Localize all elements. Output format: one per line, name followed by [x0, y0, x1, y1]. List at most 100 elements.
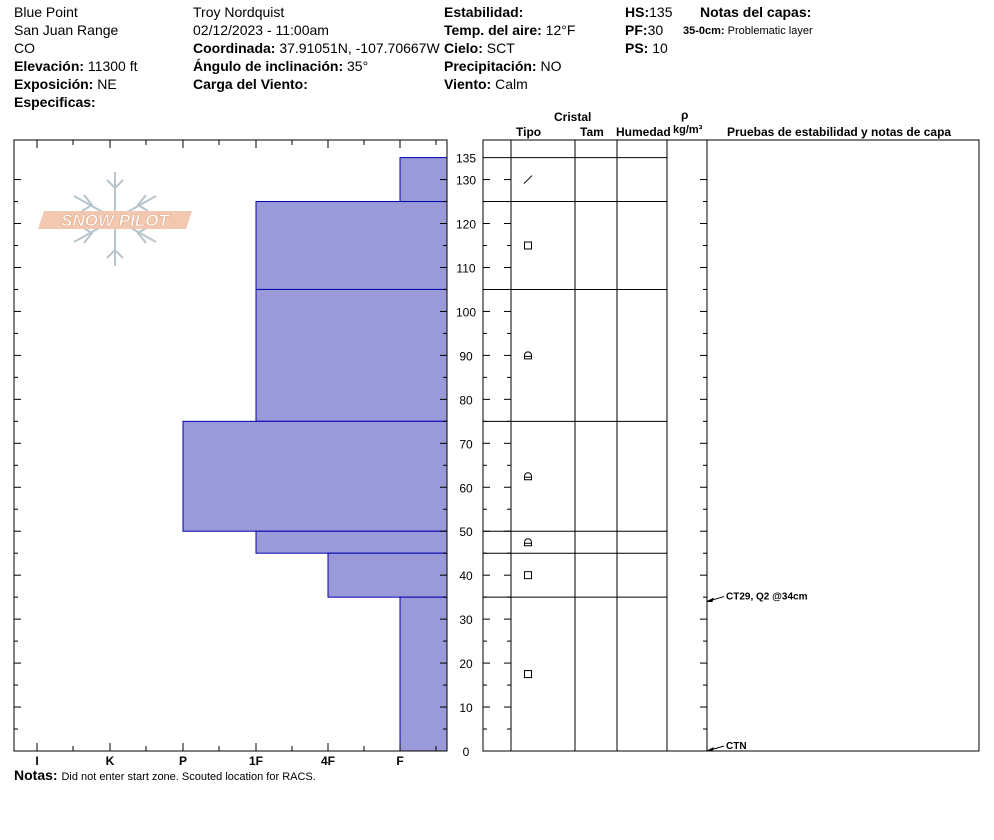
elevation-value: 11300 ft: [87, 58, 138, 74]
precip-row: Precipitación: NO: [444, 57, 561, 75]
exposure-value: NE: [97, 76, 117, 92]
coordinate-label: Coordinada:: [193, 40, 276, 56]
depth-label-13: 130: [456, 174, 476, 188]
layer-note-row: 35-0cm: Problematic layer: [683, 24, 813, 38]
hardness-plot-frame: [13, 139, 448, 752]
slope-value: 35°: [347, 58, 369, 74]
air-temp-row: Temp. del aire: 12°F: [444, 21, 575, 39]
crystal-decomposing-symbol-0: [523, 175, 533, 184]
crystal-rounding-faceted-symbol-3: [524, 472, 532, 481]
crystal-rounding-faceted-symbol-2: [524, 351, 532, 360]
layer-note-text: Problematic layer: [727, 25, 813, 37]
wind-row: Viento: Calm: [444, 75, 528, 93]
sky-label: Cielo:: [444, 40, 483, 56]
hardness-label-1: K: [106, 754, 115, 768]
hardness-label-4: 4F: [321, 754, 335, 768]
depth-label-5: 50: [459, 525, 473, 539]
tests-header: Pruebas de estabilidad y notas de capa: [727, 125, 952, 139]
notes-row: Notas: Did not enter start zone. Scouted…: [14, 766, 316, 784]
depth-label-6: 60: [459, 481, 473, 495]
notes-label: Notas:: [14, 767, 58, 783]
crystal-faceted-symbol-1: [524, 241, 532, 250]
type-header: Tipo: [516, 125, 542, 139]
sky-row: Cielo: SCT: [444, 39, 515, 57]
layer-bar-3: [182, 420, 448, 532]
layer-bar-2: [255, 288, 448, 422]
hardness-label-3: 1F: [249, 754, 263, 768]
sky-value: SCT: [486, 40, 515, 56]
wind-value: Calm: [495, 76, 528, 92]
depth-label-2: 20: [459, 657, 473, 671]
hs-value: 135: [649, 4, 673, 20]
hardness-label-2: P: [179, 754, 187, 768]
observation-datetime: 02/12/2023 - 11:00am: [193, 22, 329, 38]
layer-notes-label: Notas del capas:: [700, 4, 812, 20]
crystal-faceted-symbol-6: [524, 670, 532, 679]
crystal-rounding-faceted-symbol-4: [524, 538, 532, 547]
layer-bar-5: [327, 552, 448, 598]
pf-value: 30: [647, 22, 664, 38]
slope-row: Ángulo de inclinación: 35°: [193, 57, 368, 75]
layer-bar-1: [255, 201, 448, 290]
rho-header: ρ: [681, 108, 689, 122]
hardness-label-0: I: [35, 754, 38, 768]
logo-text: SNOW PILOT: [61, 211, 170, 230]
snowpilot-logo: SNOW PILOT: [38, 172, 192, 266]
air-temp-label: Temp. del aire:: [444, 22, 542, 38]
wind-label: Viento:: [444, 76, 492, 92]
precip-label: Precipitación:: [444, 58, 537, 74]
depth-label-0: 0: [463, 745, 470, 759]
hardness-label-5: F: [396, 754, 403, 768]
hs-label: HS:: [625, 4, 650, 20]
layer-note-depth: 35-0cm:: [683, 25, 725, 37]
depth-label-1: 10: [459, 701, 473, 715]
test-note-0: CT29, Q2 @34cm: [726, 592, 808, 603]
test-note-1: CTN: [726, 741, 747, 752]
crystal-header: Cristal: [554, 110, 592, 124]
exposure-label: Exposición:: [14, 76, 94, 92]
location-name: Blue Point: [14, 4, 78, 20]
depth-label-7: 70: [459, 437, 473, 451]
elevation-row: Elevación: 11300 ft: [14, 57, 137, 75]
depth-label-10: 100: [456, 305, 476, 319]
test-arrowhead-1: [706, 747, 714, 752]
pf-row: PF:30: [625, 21, 663, 39]
layer-bar-0: [399, 157, 448, 203]
ps-value: 10: [652, 40, 668, 56]
elevation-label: Elevación:: [14, 58, 85, 74]
coordinate-row: Coordinada: 37.91051N, -107.70667W: [193, 39, 440, 57]
air-temp-value: 12°F: [545, 22, 576, 38]
ps-row: PS: 10: [625, 39, 668, 57]
wind-load-label: Carga del Viento:: [193, 76, 308, 92]
layer-table-frame: [482, 139, 980, 752]
crystal-faceted-symbol-5: [524, 571, 532, 580]
layer-bar-4: [255, 530, 448, 554]
ps-label: PS:: [625, 40, 649, 56]
coordinate-value: 37.91051N, -107.70667W: [279, 40, 440, 56]
depth-label-9: 90: [459, 349, 473, 363]
depth-label-14: 135: [456, 152, 476, 166]
observer-name: Troy Nordquist: [193, 4, 285, 20]
test-arrowhead-0: [706, 597, 714, 603]
range-name: San Juan Range: [14, 22, 119, 38]
notes-text: Did not enter start zone. Scouted locati…: [61, 771, 316, 783]
exposure-row: Exposición: NE: [14, 75, 117, 93]
pf-label: PF:: [625, 22, 648, 38]
size-header: Tam: [580, 125, 604, 139]
depth-label-11: 110: [456, 261, 475, 275]
precip-value: NO: [540, 58, 562, 74]
state-name: CO: [14, 40, 35, 56]
depth-label-12: 120: [456, 218, 476, 232]
depth-label-4: 40: [459, 569, 473, 583]
specifics-label: Especificas:: [14, 94, 96, 110]
slope-label: Ángulo de inclinación:: [193, 58, 344, 74]
logo-band: [38, 211, 192, 229]
depth-label-8: 80: [459, 393, 473, 407]
moisture-header: Humedad: [616, 125, 671, 139]
depth-label-3: 30: [459, 613, 473, 627]
stability-label: Estabilidad:: [444, 4, 524, 20]
hs-row: HS:135: [625, 3, 672, 21]
layer-bar-6: [399, 596, 448, 752]
density-header: kg/m³: [673, 124, 703, 136]
